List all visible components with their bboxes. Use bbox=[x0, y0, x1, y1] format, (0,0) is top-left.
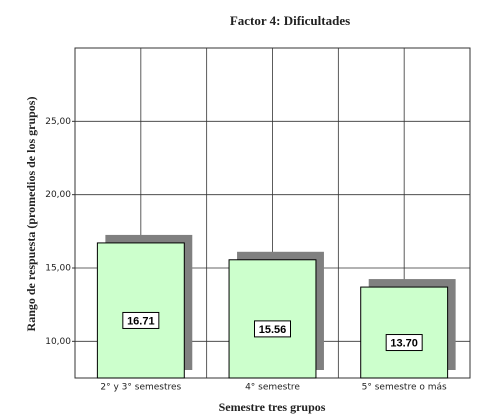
y-tick-label: 25,00 bbox=[45, 117, 71, 127]
bar bbox=[96, 242, 185, 379]
x-tick-label: 4° semestre bbox=[245, 383, 300, 393]
value-label-box bbox=[385, 334, 423, 352]
value-label: 16.71 bbox=[127, 315, 155, 327]
y-tick-label: 10,00 bbox=[45, 337, 71, 347]
value-label-box bbox=[254, 320, 291, 338]
x-tick-label: 2° y 3° semestres bbox=[100, 383, 181, 393]
value-label: 15.56 bbox=[259, 324, 287, 336]
y-tick-label: 15,00 bbox=[45, 264, 71, 274]
value-label-box bbox=[122, 311, 160, 329]
y-tick-label: 20,00 bbox=[45, 190, 71, 200]
bar bbox=[228, 259, 317, 379]
x-axis-label: Semestre tres grupos bbox=[219, 400, 326, 414]
y-axis-label: Rango de respuesta (promedios de los gru… bbox=[24, 97, 38, 332]
value-label: 13.70 bbox=[390, 337, 418, 349]
bar bbox=[360, 286, 449, 379]
x-tick-label: 5° semestre o más bbox=[362, 383, 447, 393]
chart-title: Factor 4: Dificultades bbox=[230, 13, 350, 28]
